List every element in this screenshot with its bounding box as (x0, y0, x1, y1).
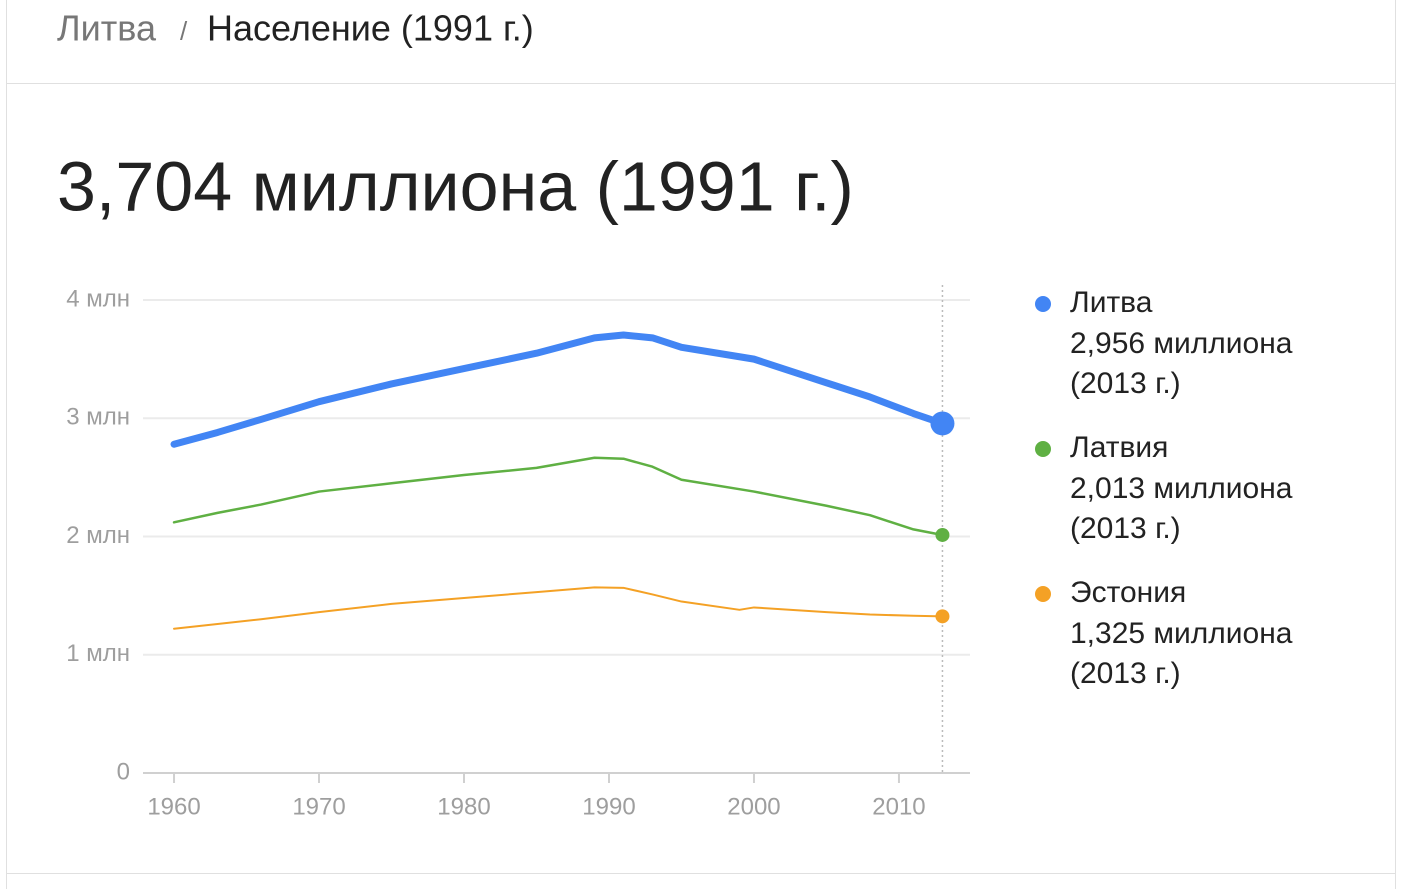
y-tick-label: 3 млн (66, 404, 130, 431)
legend-dot (1035, 586, 1051, 602)
legend-name: Латвия (1070, 431, 1168, 464)
x-tick-label: 1960 (147, 793, 200, 820)
x-tick-label: 2010 (872, 793, 925, 820)
y-tick-label: 0 (117, 758, 130, 785)
x-tick-label: 1970 (292, 793, 345, 820)
breadcrumb-separator: / (180, 16, 188, 46)
end-point (935, 609, 950, 624)
series-line (172, 456, 944, 537)
legend-value: 1,325 миллиона (1070, 617, 1293, 650)
y-tick-label: 1 млн (66, 640, 130, 667)
breadcrumb-link[interactable]: Литва (57, 8, 157, 49)
headline: 3,704 миллиона (1991 г.) (57, 147, 854, 225)
legend-value: 2,013 миллиона (1070, 472, 1293, 505)
legend-date: (2013 г.) (1070, 367, 1181, 400)
end-point (935, 527, 950, 542)
x-tick-label: 1990 (582, 793, 635, 820)
series-line (170, 331, 946, 448)
y-tick-label: 2 млн (66, 522, 130, 549)
x-tick-label: 2000 (727, 793, 780, 820)
legend-date: (2013 г.) (1070, 512, 1181, 545)
breadcrumb-current: Население (1991 г.) (207, 8, 534, 49)
legend-name: Эстония (1070, 576, 1186, 609)
series-line (173, 586, 944, 630)
legend-value: 2,956 миллиона (1070, 327, 1293, 360)
x-tick-label: 1980 (437, 793, 490, 820)
y-tick-label: 4 млн (66, 285, 130, 312)
legend-dot (1035, 296, 1051, 312)
legend-date: (2013 г.) (1070, 657, 1181, 690)
end-point (930, 411, 955, 436)
legend-name: Литва (1070, 286, 1153, 319)
legend-dot (1035, 441, 1051, 457)
